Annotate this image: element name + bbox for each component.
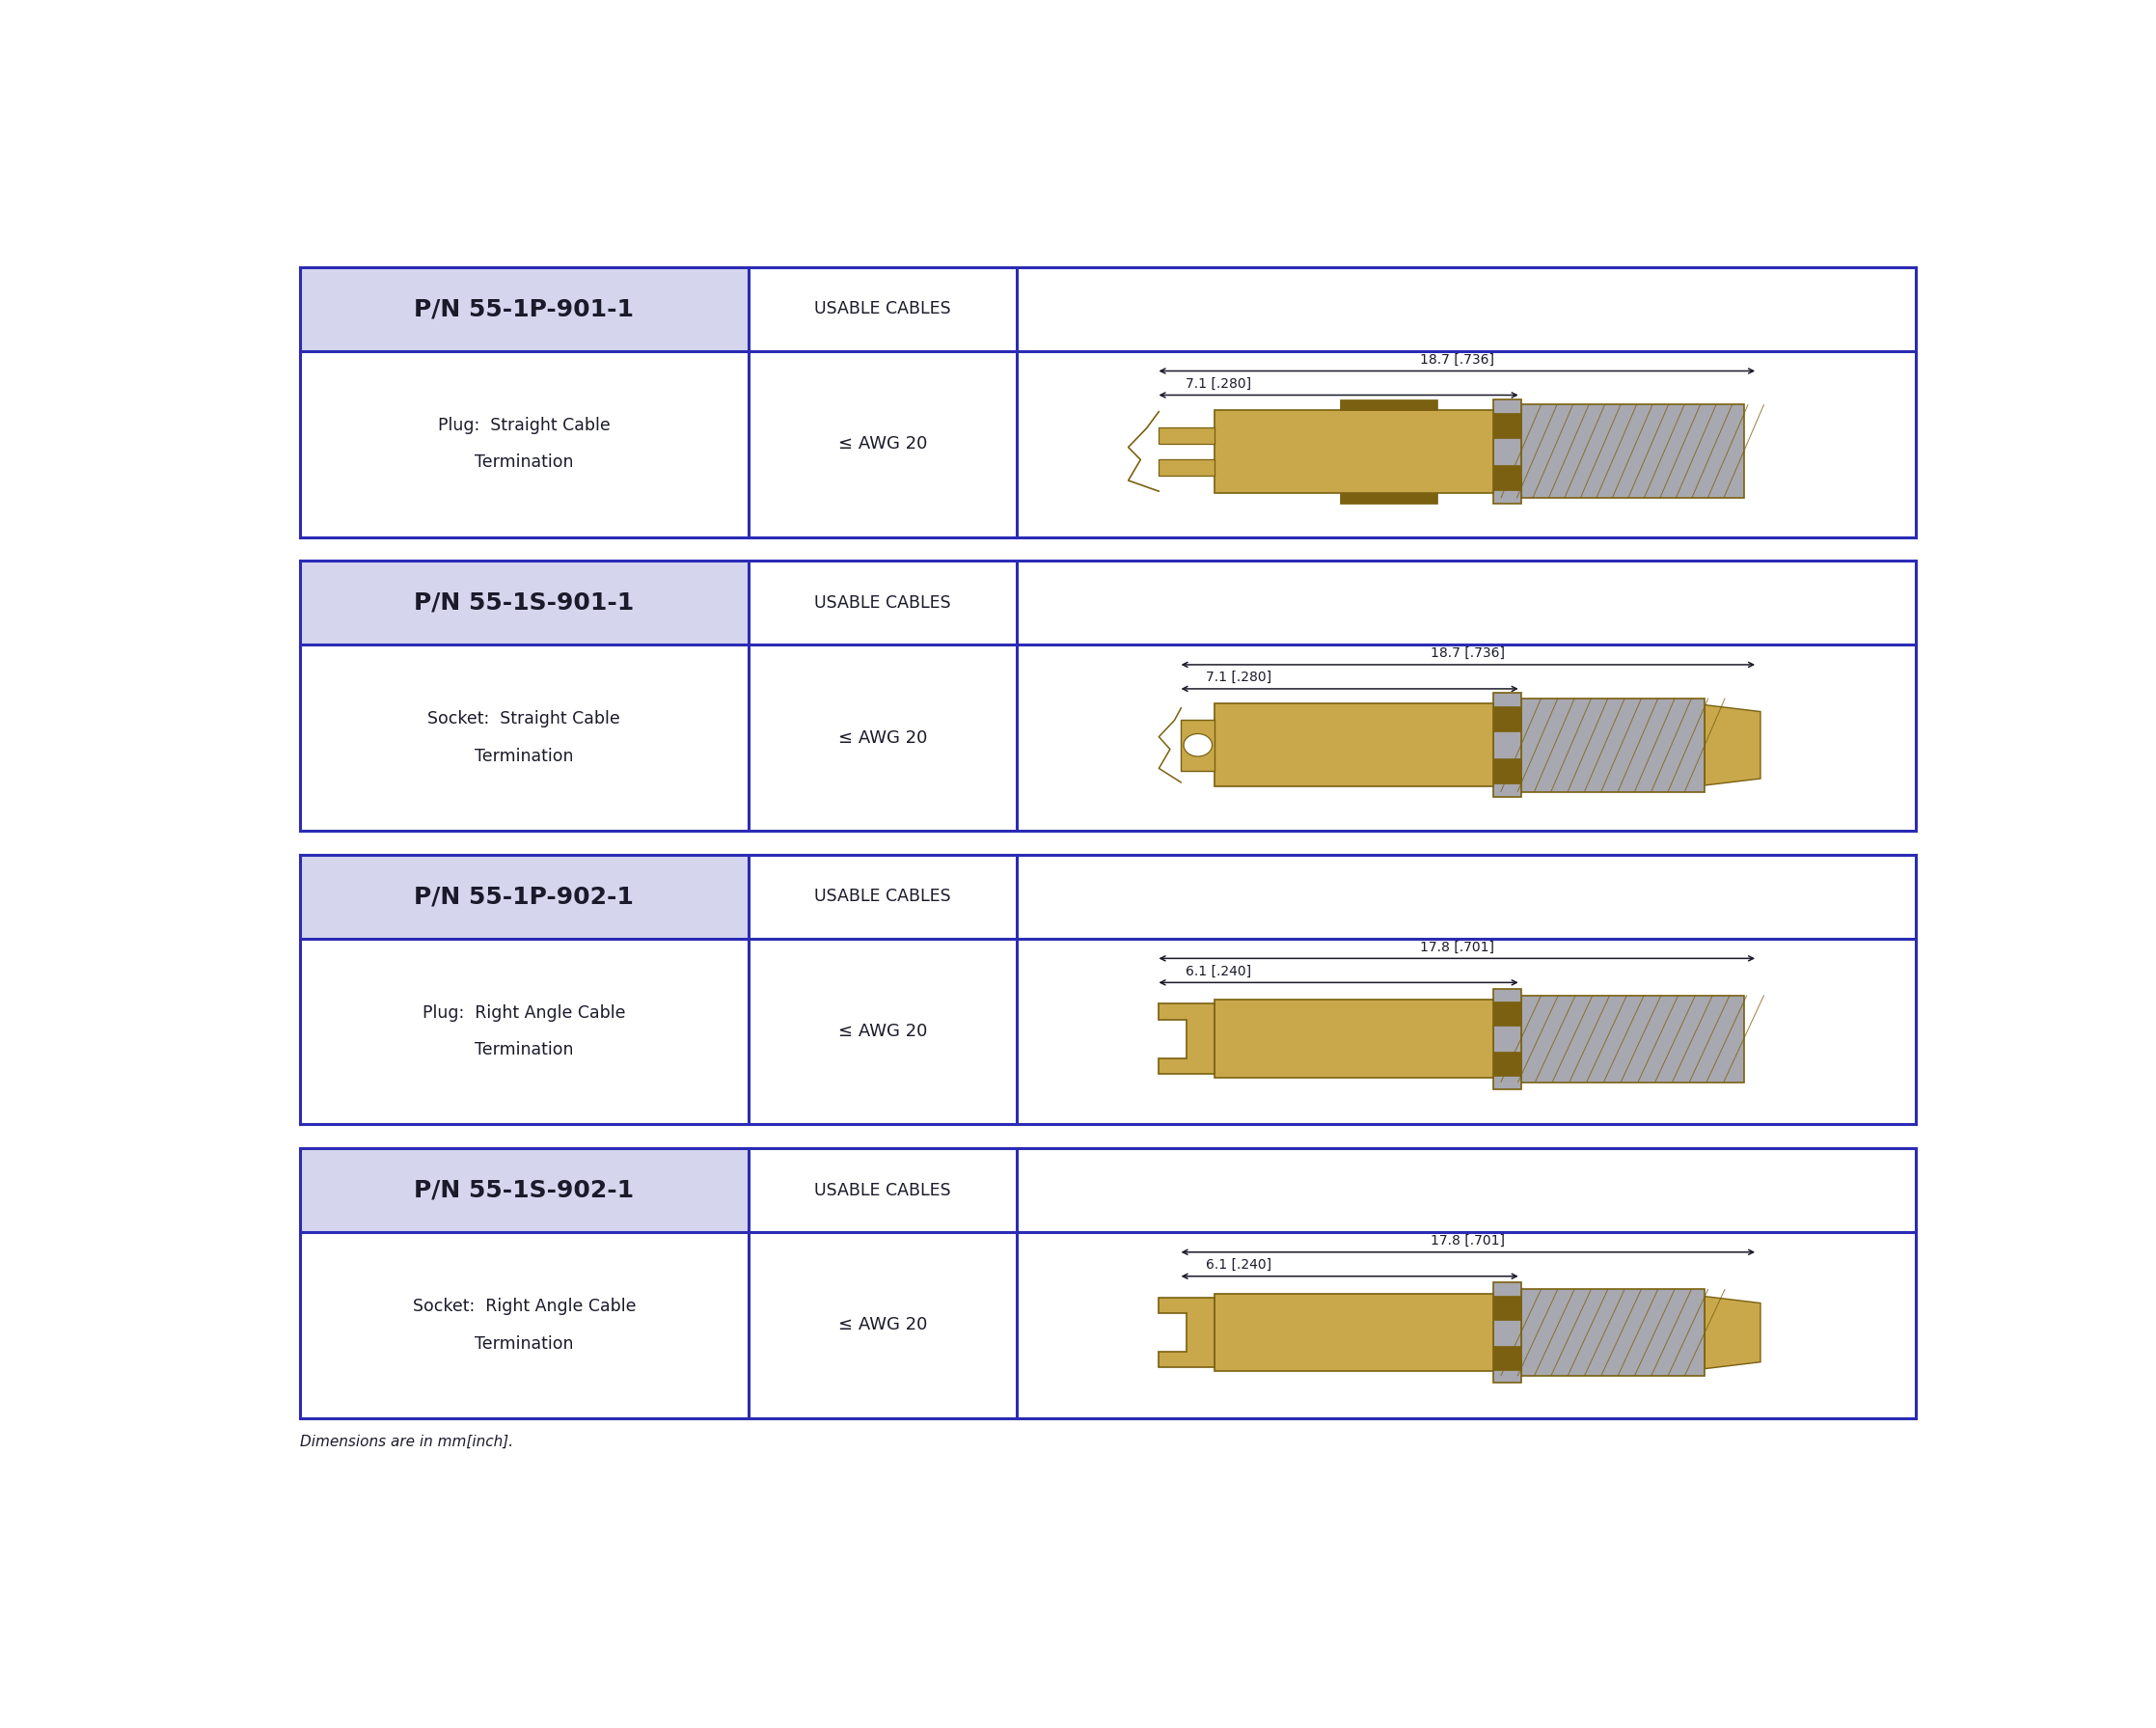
Text: ≤ AWG 20: ≤ AWG 20 <box>839 1317 927 1334</box>
Polygon shape <box>1160 460 1214 475</box>
Text: ≤ AWG 20: ≤ AWG 20 <box>839 435 927 453</box>
Bar <box>300 1149 748 1232</box>
Text: Socket:  Right Angle Cable: Socket: Right Angle Cable <box>412 1298 636 1315</box>
Text: Termination: Termination <box>474 1336 573 1353</box>
Polygon shape <box>1339 399 1438 410</box>
Text: USABLE CABLES: USABLE CABLES <box>815 594 951 612</box>
Polygon shape <box>1160 1004 1214 1073</box>
Text: 17.8 [.701]: 17.8 [.701] <box>1432 1234 1505 1248</box>
Text: ≤ AWG 20: ≤ AWG 20 <box>839 1023 927 1040</box>
Polygon shape <box>1494 399 1520 503</box>
Polygon shape <box>1494 759 1520 785</box>
Polygon shape <box>1494 693 1520 797</box>
Polygon shape <box>1494 1052 1520 1077</box>
Polygon shape <box>1494 465 1520 491</box>
Polygon shape <box>1214 703 1494 786</box>
Circle shape <box>1184 734 1212 757</box>
Polygon shape <box>1520 995 1744 1082</box>
Polygon shape <box>1214 1294 1494 1372</box>
Text: P/N 55-1P-902-1: P/N 55-1P-902-1 <box>414 885 634 909</box>
Polygon shape <box>1494 413 1520 437</box>
Polygon shape <box>1494 707 1520 731</box>
Text: Plug:  Right Angle Cable: Plug: Right Angle Cable <box>423 1004 625 1021</box>
Text: ≤ AWG 20: ≤ AWG 20 <box>839 729 927 746</box>
Polygon shape <box>1494 1346 1520 1370</box>
Polygon shape <box>1494 1002 1520 1026</box>
Text: USABLE CABLES: USABLE CABLES <box>815 888 951 905</box>
Polygon shape <box>1214 410 1494 492</box>
Polygon shape <box>1494 1282 1520 1382</box>
Polygon shape <box>1520 698 1705 791</box>
Polygon shape <box>1705 1296 1761 1369</box>
Text: 6.1 [.240]: 6.1 [.240] <box>1205 1258 1272 1272</box>
Polygon shape <box>1520 404 1744 498</box>
Text: Termination: Termination <box>474 748 573 766</box>
Text: Termination: Termination <box>474 454 573 472</box>
Text: 18.7 [.736]: 18.7 [.736] <box>1432 646 1505 660</box>
Text: Termination: Termination <box>474 1042 573 1059</box>
Text: 18.7 [.736]: 18.7 [.736] <box>1421 353 1494 366</box>
Text: Dimensions are in mm[inch].: Dimensions are in mm[inch]. <box>300 1434 513 1450</box>
Text: 6.1 [.240]: 6.1 [.240] <box>1186 964 1250 978</box>
Polygon shape <box>1494 1296 1520 1320</box>
Text: Plug:  Straight Cable: Plug: Straight Cable <box>438 416 610 434</box>
Text: 7.1 [.280]: 7.1 [.280] <box>1205 670 1272 684</box>
Polygon shape <box>1339 492 1438 503</box>
Polygon shape <box>1520 1289 1705 1375</box>
Text: USABLE CABLES: USABLE CABLES <box>815 301 951 318</box>
Text: USABLE CABLES: USABLE CABLES <box>815 1182 951 1199</box>
Polygon shape <box>1494 988 1520 1089</box>
Text: P/N 55-1P-901-1: P/N 55-1P-901-1 <box>414 297 634 321</box>
Text: 7.1 [.280]: 7.1 [.280] <box>1186 377 1250 391</box>
Polygon shape <box>1160 427 1214 444</box>
Polygon shape <box>1214 1001 1494 1078</box>
Polygon shape <box>1181 719 1214 771</box>
Text: Socket:  Straight Cable: Socket: Straight Cable <box>427 710 621 727</box>
Polygon shape <box>1160 1298 1214 1367</box>
Text: 17.8 [.701]: 17.8 [.701] <box>1421 940 1494 954</box>
Text: P/N 55-1S-902-1: P/N 55-1S-902-1 <box>414 1178 634 1201</box>
Text: P/N 55-1S-901-1: P/N 55-1S-901-1 <box>414 591 634 615</box>
Bar <box>300 562 748 645</box>
Bar <box>300 855 748 938</box>
Polygon shape <box>1705 705 1761 785</box>
Bar <box>300 268 748 351</box>
